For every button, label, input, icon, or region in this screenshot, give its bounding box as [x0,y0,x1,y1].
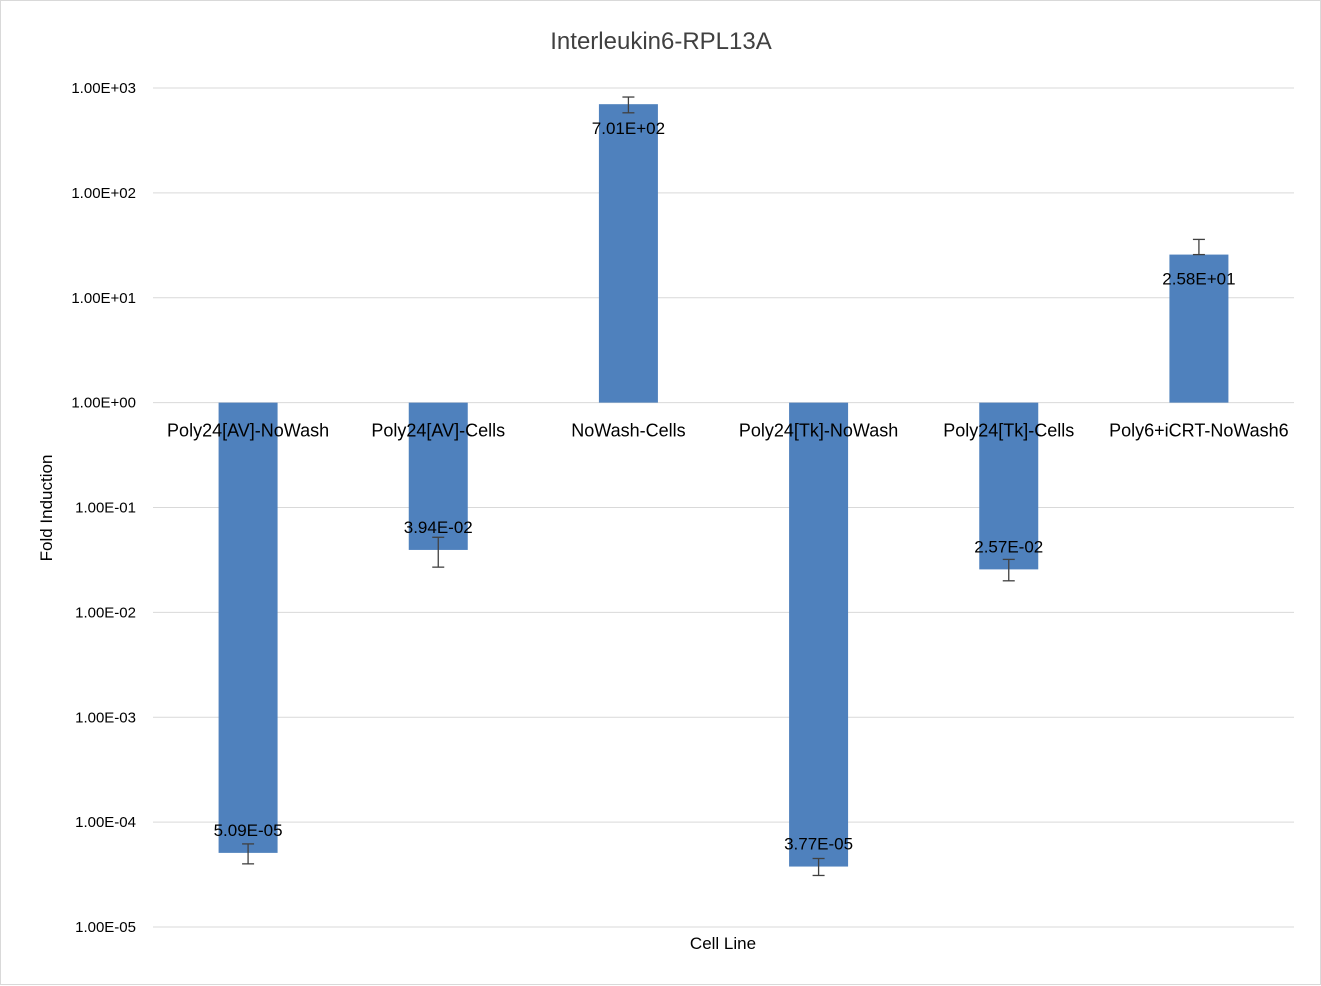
y-tick-label: 1.00E+00 [71,395,136,412]
bar [979,402,1039,570]
category-label: Poly24[AV]-NoWash [167,421,329,441]
y-tick-label: 1.00E+02 [71,185,136,202]
error-bar [812,857,825,877]
bar [789,402,849,867]
y-tick-label: 1.00E+01 [71,290,136,307]
data-label: 3.94E-02 [404,518,473,537]
bar [1169,254,1229,403]
category-label: Poly24[AV]-Cells [371,421,505,441]
y-axis-title: Fold Induction [37,455,56,562]
data-label: 2.57E-02 [974,537,1043,556]
category-label: Poly6+iCRT-NoWash6 [1109,421,1289,441]
error-bars [242,96,1205,877]
x-axis-title: Cell Line [690,934,756,953]
y-tick-labels: 1.00E+03 1.00E+02 1.00E+01 1.00E+00 1.00E-01… [71,80,136,936]
y-tick-label: 1.00E-04 [75,814,136,831]
bar [408,402,468,550]
data-label: 3.77E-05 [784,835,853,854]
chart-title: Interleukin6-RPL13A [550,28,771,55]
category-label: NoWash-Cells [571,421,685,441]
data-label: 5.09E-05 [214,821,283,840]
y-tick-label: 1.00E-03 [75,709,136,726]
data-labels: 5.09E-05 3.94E-02 7.01E+02 3.77E-05 2.57E-02… [214,119,1236,853]
error-bar [242,843,255,865]
category-label: Poly24[Tk]-Cells [943,421,1074,441]
data-label: 7.01E+02 [592,119,665,138]
error-bar [622,96,635,114]
bar [598,104,658,403]
gridlines [153,87,1294,928]
y-tick-label: 1.00E+03 [71,80,136,97]
error-bar [432,536,445,568]
y-tick-label: 1.00E-01 [75,500,136,517]
y-tick-label: 1.00E-05 [75,919,136,936]
data-label: 2.58E+01 [1162,270,1235,289]
bar [218,402,278,853]
category-label: Poly24[Tk]-NoWash [739,421,898,441]
y-tick-label: 1.00E-02 [75,604,136,621]
category-labels: Poly24[AV]-NoWash Poly24[AV]-Cells NoWash-… [167,421,1289,441]
error-bar [1002,558,1015,582]
bars [218,104,1229,867]
error-bar [1192,238,1205,256]
